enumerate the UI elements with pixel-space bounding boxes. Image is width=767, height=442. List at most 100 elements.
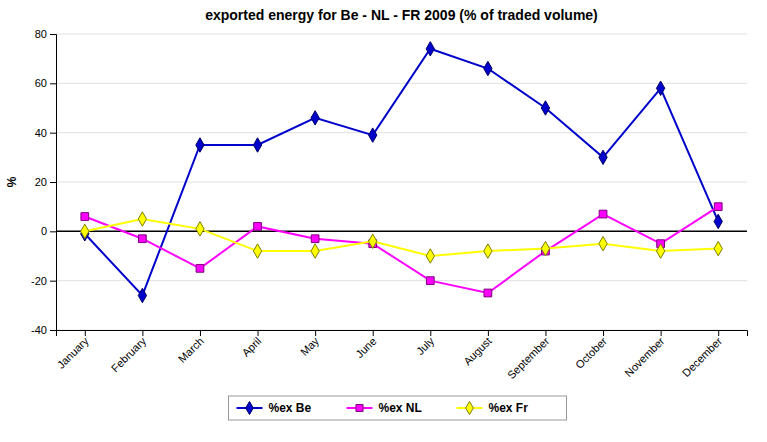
marks — [81, 42, 723, 303]
y-tick: 80 — [35, 28, 56, 40]
y-axis: -40 -20 0 20 40 60 80 — [31, 28, 56, 336]
x-tick-mark — [603, 330, 604, 336]
x-tick-mark — [661, 330, 662, 336]
legend: %ex Be %ex NL %ex Fr — [229, 396, 567, 420]
legend-entry: %ex Be — [237, 401, 312, 415]
series-marker — [599, 236, 607, 250]
x-tick-label: November — [622, 335, 667, 380]
grid-line — [56, 34, 747, 35]
series — [81, 203, 722, 297]
x-tick-label: May — [298, 334, 322, 358]
series-marker — [311, 235, 319, 243]
x-tick: June — [353, 330, 378, 360]
legend-entry: %ex NL — [347, 401, 422, 415]
title: exported energy for Be - NL - FR 2009 (%… — [205, 7, 598, 23]
x-axis: January February March April May June July Augu… — [55, 330, 748, 381]
grid-line — [56, 83, 747, 84]
series-marker — [541, 241, 549, 255]
series-marker — [656, 244, 664, 258]
series-marker — [196, 264, 204, 272]
series-marker — [139, 235, 147, 243]
x-tick-mark — [430, 330, 431, 336]
y-tick-label: 60 — [35, 77, 47, 89]
y-tick-label: 80 — [35, 28, 47, 40]
x-tick-label: January — [55, 334, 92, 371]
y-tick-label: -40 — [31, 324, 47, 336]
y-tick-mark — [50, 133, 56, 134]
series-marker — [311, 111, 319, 125]
grid-line — [56, 132, 747, 133]
series — [81, 42, 723, 303]
series-marker — [426, 249, 434, 263]
y-tick-mark — [50, 182, 56, 183]
y-tick-label: 40 — [35, 127, 47, 139]
x-tick: May — [298, 330, 322, 358]
x-tick-mark — [85, 330, 86, 336]
series-marker — [484, 244, 492, 258]
x-tick-mark — [258, 330, 259, 336]
x-tick: September — [505, 330, 552, 381]
legend-label: %ex Be — [269, 401, 312, 415]
series-marker — [196, 222, 204, 236]
y-tick: 0 — [41, 225, 56, 237]
series-marker — [599, 210, 607, 218]
series-marker — [599, 150, 607, 164]
legend-marker — [246, 401, 254, 414]
y-tick-label: 0 — [41, 225, 47, 237]
series-marker — [426, 277, 434, 285]
x-tick-mark — [718, 330, 719, 336]
series-marker — [311, 244, 319, 258]
legend-marker — [356, 404, 363, 411]
x-tick: October — [573, 330, 609, 371]
x-tick: December — [680, 330, 725, 379]
legend-entry: %ex Fr — [457, 401, 529, 415]
series-marker — [196, 138, 204, 152]
x-tick-mark — [488, 330, 489, 336]
y-axis-line — [50, 35, 57, 331]
y-axis-title: % — [5, 176, 19, 187]
series-marker — [426, 42, 434, 56]
series-marker — [714, 203, 722, 211]
chart: -40 -20 0 20 40 60 80 January February March April… — [0, 0, 767, 442]
series-marker — [656, 81, 664, 95]
series-line — [85, 207, 718, 293]
x-tick: August — [461, 330, 494, 367]
series-marker — [714, 214, 722, 228]
legend-marker — [466, 401, 474, 414]
x-tick-label: July — [414, 334, 437, 357]
y-tick: -20 — [31, 275, 56, 287]
grid-line — [56, 182, 747, 183]
y-tick-mark — [50, 231, 56, 232]
y-tick: 20 — [35, 176, 56, 188]
x-tick-label: February — [109, 334, 149, 374]
x-tick: November — [622, 330, 667, 379]
x-axis-line — [57, 331, 748, 337]
y-tick-mark — [50, 330, 56, 331]
x-tick-mark — [545, 330, 546, 336]
series-marker — [253, 244, 261, 258]
x-tick: April — [239, 330, 263, 359]
y-tick: 60 — [35, 77, 56, 89]
y-tick-mark — [50, 281, 56, 282]
series-marker — [369, 128, 377, 142]
plot: -40 -20 0 20 40 60 80 January February March April… — [31, 28, 747, 381]
series-line — [85, 49, 718, 296]
x-tick-mark — [373, 330, 374, 336]
grid-line — [56, 280, 747, 281]
grid — [56, 34, 747, 330]
x-tick-mark — [142, 330, 143, 336]
series-marker — [484, 289, 492, 297]
x-tick: July — [414, 330, 437, 357]
y-tick-mark — [50, 83, 56, 84]
x-tick: March — [176, 330, 206, 365]
zero-line — [56, 231, 747, 233]
series — [81, 212, 723, 263]
x-tick-label: August — [461, 335, 494, 368]
series-marker — [138, 288, 146, 302]
y-tick: 40 — [35, 127, 56, 139]
series-marker — [484, 61, 492, 75]
y-tick-label: 20 — [35, 176, 47, 188]
x-tick: January — [55, 330, 92, 371]
series-line — [85, 219, 718, 256]
x-tick: February — [109, 330, 149, 374]
